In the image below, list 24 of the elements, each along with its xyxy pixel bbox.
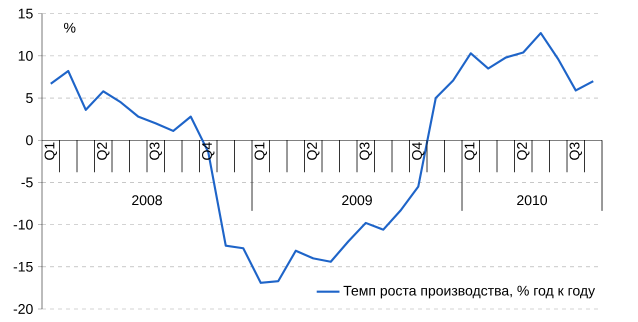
annotation: 2010 — [517, 195, 548, 206]
x-tick-label: Q1 — [44, 142, 57, 160]
y-tick-label: -10 — [14, 220, 33, 230]
y-tick-label: 5 — [26, 93, 33, 103]
x-tick-label: Q2 — [97, 142, 110, 160]
y-tick-label: -15 — [14, 262, 33, 272]
y-tick-label: 0 — [26, 135, 33, 146]
x-tick-label: Q4 — [412, 142, 424, 160]
annotation: 2009 — [342, 195, 372, 206]
y-tick-label: -5 — [21, 178, 33, 188]
x-tick-label: Q3 — [360, 142, 372, 160]
y-tick-label: 15 — [18, 8, 33, 19]
x-tick-label: Q3 — [570, 142, 582, 160]
y-axis-title: % — [64, 22, 76, 33]
x-tick-label: Q1 — [254, 142, 267, 160]
x-tick-label: Q3 — [150, 142, 162, 160]
y-tick-label: -20 — [14, 304, 33, 314]
annotation: 2008 — [132, 195, 162, 206]
y-tick-label: 10 — [18, 50, 33, 61]
x-tick-label: Q4 — [202, 142, 214, 160]
x-tick-label: Q2 — [517, 142, 530, 160]
legend-label: Темп роста производства, % год к году — [344, 286, 596, 298]
x-tick-label: Q2 — [307, 142, 320, 160]
x-tick-label: Q1 — [464, 142, 477, 160]
